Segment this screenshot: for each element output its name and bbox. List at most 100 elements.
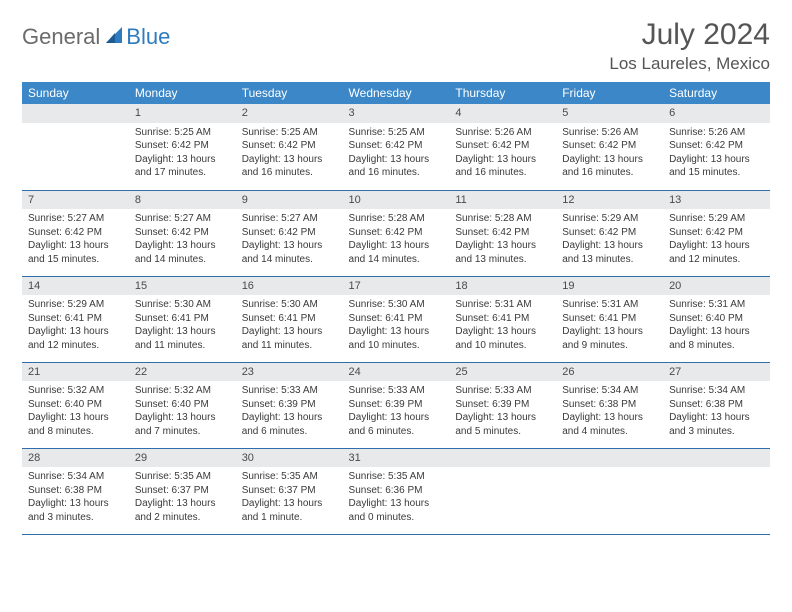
day-detail-line: Sunset: 6:36 PM (349, 484, 444, 498)
day-number: 7 (22, 191, 129, 210)
day-number: 1 (129, 104, 236, 123)
day-detail-line: Sunset: 6:42 PM (135, 226, 230, 240)
day-details: Sunrise: 5:31 AMSunset: 6:41 PMDaylight:… (556, 295, 663, 356)
day-details: Sunrise: 5:34 AMSunset: 6:38 PMDaylight:… (556, 381, 663, 442)
calendar-week-row: 14Sunrise: 5:29 AMSunset: 6:41 PMDayligh… (22, 276, 770, 362)
calendar-day-cell: 11Sunrise: 5:28 AMSunset: 6:42 PMDayligh… (449, 190, 556, 276)
day-detail-line: Sunrise: 5:28 AM (455, 212, 550, 226)
calendar-week-row: 28Sunrise: 5:34 AMSunset: 6:38 PMDayligh… (22, 448, 770, 534)
day-detail-line: Sunset: 6:41 PM (135, 312, 230, 326)
day-detail-line: Sunrise: 5:29 AM (562, 212, 657, 226)
day-detail-line: Sunrise: 5:33 AM (242, 384, 337, 398)
day-detail-line: Sunset: 6:38 PM (562, 398, 657, 412)
day-detail-line: Daylight: 13 hours and 10 minutes. (349, 325, 444, 352)
calendar-week-row: 1Sunrise: 5:25 AMSunset: 6:42 PMDaylight… (22, 104, 770, 190)
day-number: 2 (236, 104, 343, 123)
day-detail-line: Sunset: 6:42 PM (135, 139, 230, 153)
day-detail-line: Sunset: 6:41 PM (562, 312, 657, 326)
day-detail-line: Sunrise: 5:28 AM (349, 212, 444, 226)
day-details: Sunrise: 5:26 AMSunset: 6:42 PMDaylight:… (663, 123, 770, 184)
calendar-day-cell: 14Sunrise: 5:29 AMSunset: 6:41 PMDayligh… (22, 276, 129, 362)
day-number: 9 (236, 191, 343, 210)
day-detail-line: Sunrise: 5:31 AM (562, 298, 657, 312)
calendar-day-cell: 31Sunrise: 5:35 AMSunset: 6:36 PMDayligh… (343, 448, 450, 534)
day-details: Sunrise: 5:30 AMSunset: 6:41 PMDaylight:… (343, 295, 450, 356)
day-detail-line: Sunrise: 5:33 AM (455, 384, 550, 398)
day-detail-line: Sunrise: 5:30 AM (242, 298, 337, 312)
day-detail-line: Sunrise: 5:25 AM (242, 126, 337, 140)
day-number: 6 (663, 104, 770, 123)
calendar-day-cell: 28Sunrise: 5:34 AMSunset: 6:38 PMDayligh… (22, 448, 129, 534)
day-number: 5 (556, 104, 663, 123)
day-detail-line: Sunrise: 5:27 AM (28, 212, 123, 226)
calendar-day-cell: 26Sunrise: 5:34 AMSunset: 6:38 PMDayligh… (556, 362, 663, 448)
day-detail-line: Sunset: 6:42 PM (28, 226, 123, 240)
day-detail-line: Sunrise: 5:33 AM (349, 384, 444, 398)
day-detail-line: Daylight: 13 hours and 8 minutes. (28, 411, 123, 438)
day-detail-line: Sunset: 6:41 PM (28, 312, 123, 326)
logo-text-blue: Blue (126, 24, 170, 50)
day-detail-line: Daylight: 13 hours and 12 minutes. (28, 325, 123, 352)
calendar-day-cell: 17Sunrise: 5:30 AMSunset: 6:41 PMDayligh… (343, 276, 450, 362)
day-number: 11 (449, 191, 556, 210)
day-detail-line: Sunrise: 5:35 AM (135, 470, 230, 484)
day-detail-line: Daylight: 13 hours and 17 minutes. (135, 153, 230, 180)
day-number: 30 (236, 449, 343, 468)
day-detail-line: Sunrise: 5:34 AM (28, 470, 123, 484)
day-detail-line: Daylight: 13 hours and 14 minutes. (349, 239, 444, 266)
calendar-day-cell: 22Sunrise: 5:32 AMSunset: 6:40 PMDayligh… (129, 362, 236, 448)
day-number: 4 (449, 104, 556, 123)
day-number: 10 (343, 191, 450, 210)
day-detail-line: Daylight: 13 hours and 0 minutes. (349, 497, 444, 524)
calendar-header-row: SundayMondayTuesdayWednesdayThursdayFrid… (22, 82, 770, 104)
day-detail-line: Sunset: 6:41 PM (349, 312, 444, 326)
day-detail-line: Daylight: 13 hours and 15 minutes. (669, 153, 764, 180)
day-details: Sunrise: 5:29 AMSunset: 6:41 PMDaylight:… (22, 295, 129, 356)
calendar-day-cell: 25Sunrise: 5:33 AMSunset: 6:39 PMDayligh… (449, 362, 556, 448)
day-number (663, 449, 770, 468)
day-detail-line: Sunrise: 5:31 AM (669, 298, 764, 312)
day-detail-line: Sunrise: 5:25 AM (135, 126, 230, 140)
calendar-table: SundayMondayTuesdayWednesdayThursdayFrid… (22, 82, 770, 535)
day-detail-line: Sunset: 6:42 PM (349, 139, 444, 153)
calendar-day-cell: 20Sunrise: 5:31 AMSunset: 6:40 PMDayligh… (663, 276, 770, 362)
calendar-day-cell (556, 448, 663, 534)
day-detail-line: Daylight: 13 hours and 16 minutes. (562, 153, 657, 180)
day-detail-line: Sunset: 6:42 PM (562, 226, 657, 240)
day-detail-line: Sunrise: 5:35 AM (242, 470, 337, 484)
day-detail-line: Sunset: 6:37 PM (242, 484, 337, 498)
day-number: 16 (236, 277, 343, 296)
day-details: Sunrise: 5:34 AMSunset: 6:38 PMDaylight:… (22, 467, 129, 528)
day-detail-line: Sunrise: 5:25 AM (349, 126, 444, 140)
day-detail-line: Sunset: 6:42 PM (562, 139, 657, 153)
day-number: 21 (22, 363, 129, 382)
calendar-day-cell: 5Sunrise: 5:26 AMSunset: 6:42 PMDaylight… (556, 104, 663, 190)
day-number: 18 (449, 277, 556, 296)
day-detail-line: Sunset: 6:42 PM (669, 226, 764, 240)
day-number: 17 (343, 277, 450, 296)
day-details (22, 123, 129, 130)
day-detail-line: Sunrise: 5:32 AM (28, 384, 123, 398)
day-detail-line: Daylight: 13 hours and 13 minutes. (562, 239, 657, 266)
day-number: 22 (129, 363, 236, 382)
calendar-week-row: 7Sunrise: 5:27 AMSunset: 6:42 PMDaylight… (22, 190, 770, 276)
day-number: 28 (22, 449, 129, 468)
calendar-day-cell: 23Sunrise: 5:33 AMSunset: 6:39 PMDayligh… (236, 362, 343, 448)
day-details: Sunrise: 5:25 AMSunset: 6:42 PMDaylight:… (343, 123, 450, 184)
calendar-day-cell: 30Sunrise: 5:35 AMSunset: 6:37 PMDayligh… (236, 448, 343, 534)
day-detail-line: Sunrise: 5:26 AM (455, 126, 550, 140)
calendar-day-cell: 4Sunrise: 5:26 AMSunset: 6:42 PMDaylight… (449, 104, 556, 190)
calendar-day-cell: 18Sunrise: 5:31 AMSunset: 6:41 PMDayligh… (449, 276, 556, 362)
day-number: 25 (449, 363, 556, 382)
location: Los Laureles, Mexico (609, 54, 770, 74)
day-number: 12 (556, 191, 663, 210)
day-detail-line: Sunrise: 5:34 AM (669, 384, 764, 398)
day-detail-line: Sunset: 6:42 PM (242, 226, 337, 240)
day-details: Sunrise: 5:26 AMSunset: 6:42 PMDaylight:… (556, 123, 663, 184)
day-detail-line: Daylight: 13 hours and 6 minutes. (242, 411, 337, 438)
day-detail-line: Sunrise: 5:35 AM (349, 470, 444, 484)
day-details: Sunrise: 5:30 AMSunset: 6:41 PMDaylight:… (236, 295, 343, 356)
day-details: Sunrise: 5:25 AMSunset: 6:42 PMDaylight:… (236, 123, 343, 184)
day-number: 15 (129, 277, 236, 296)
day-detail-line: Daylight: 13 hours and 16 minutes. (455, 153, 550, 180)
